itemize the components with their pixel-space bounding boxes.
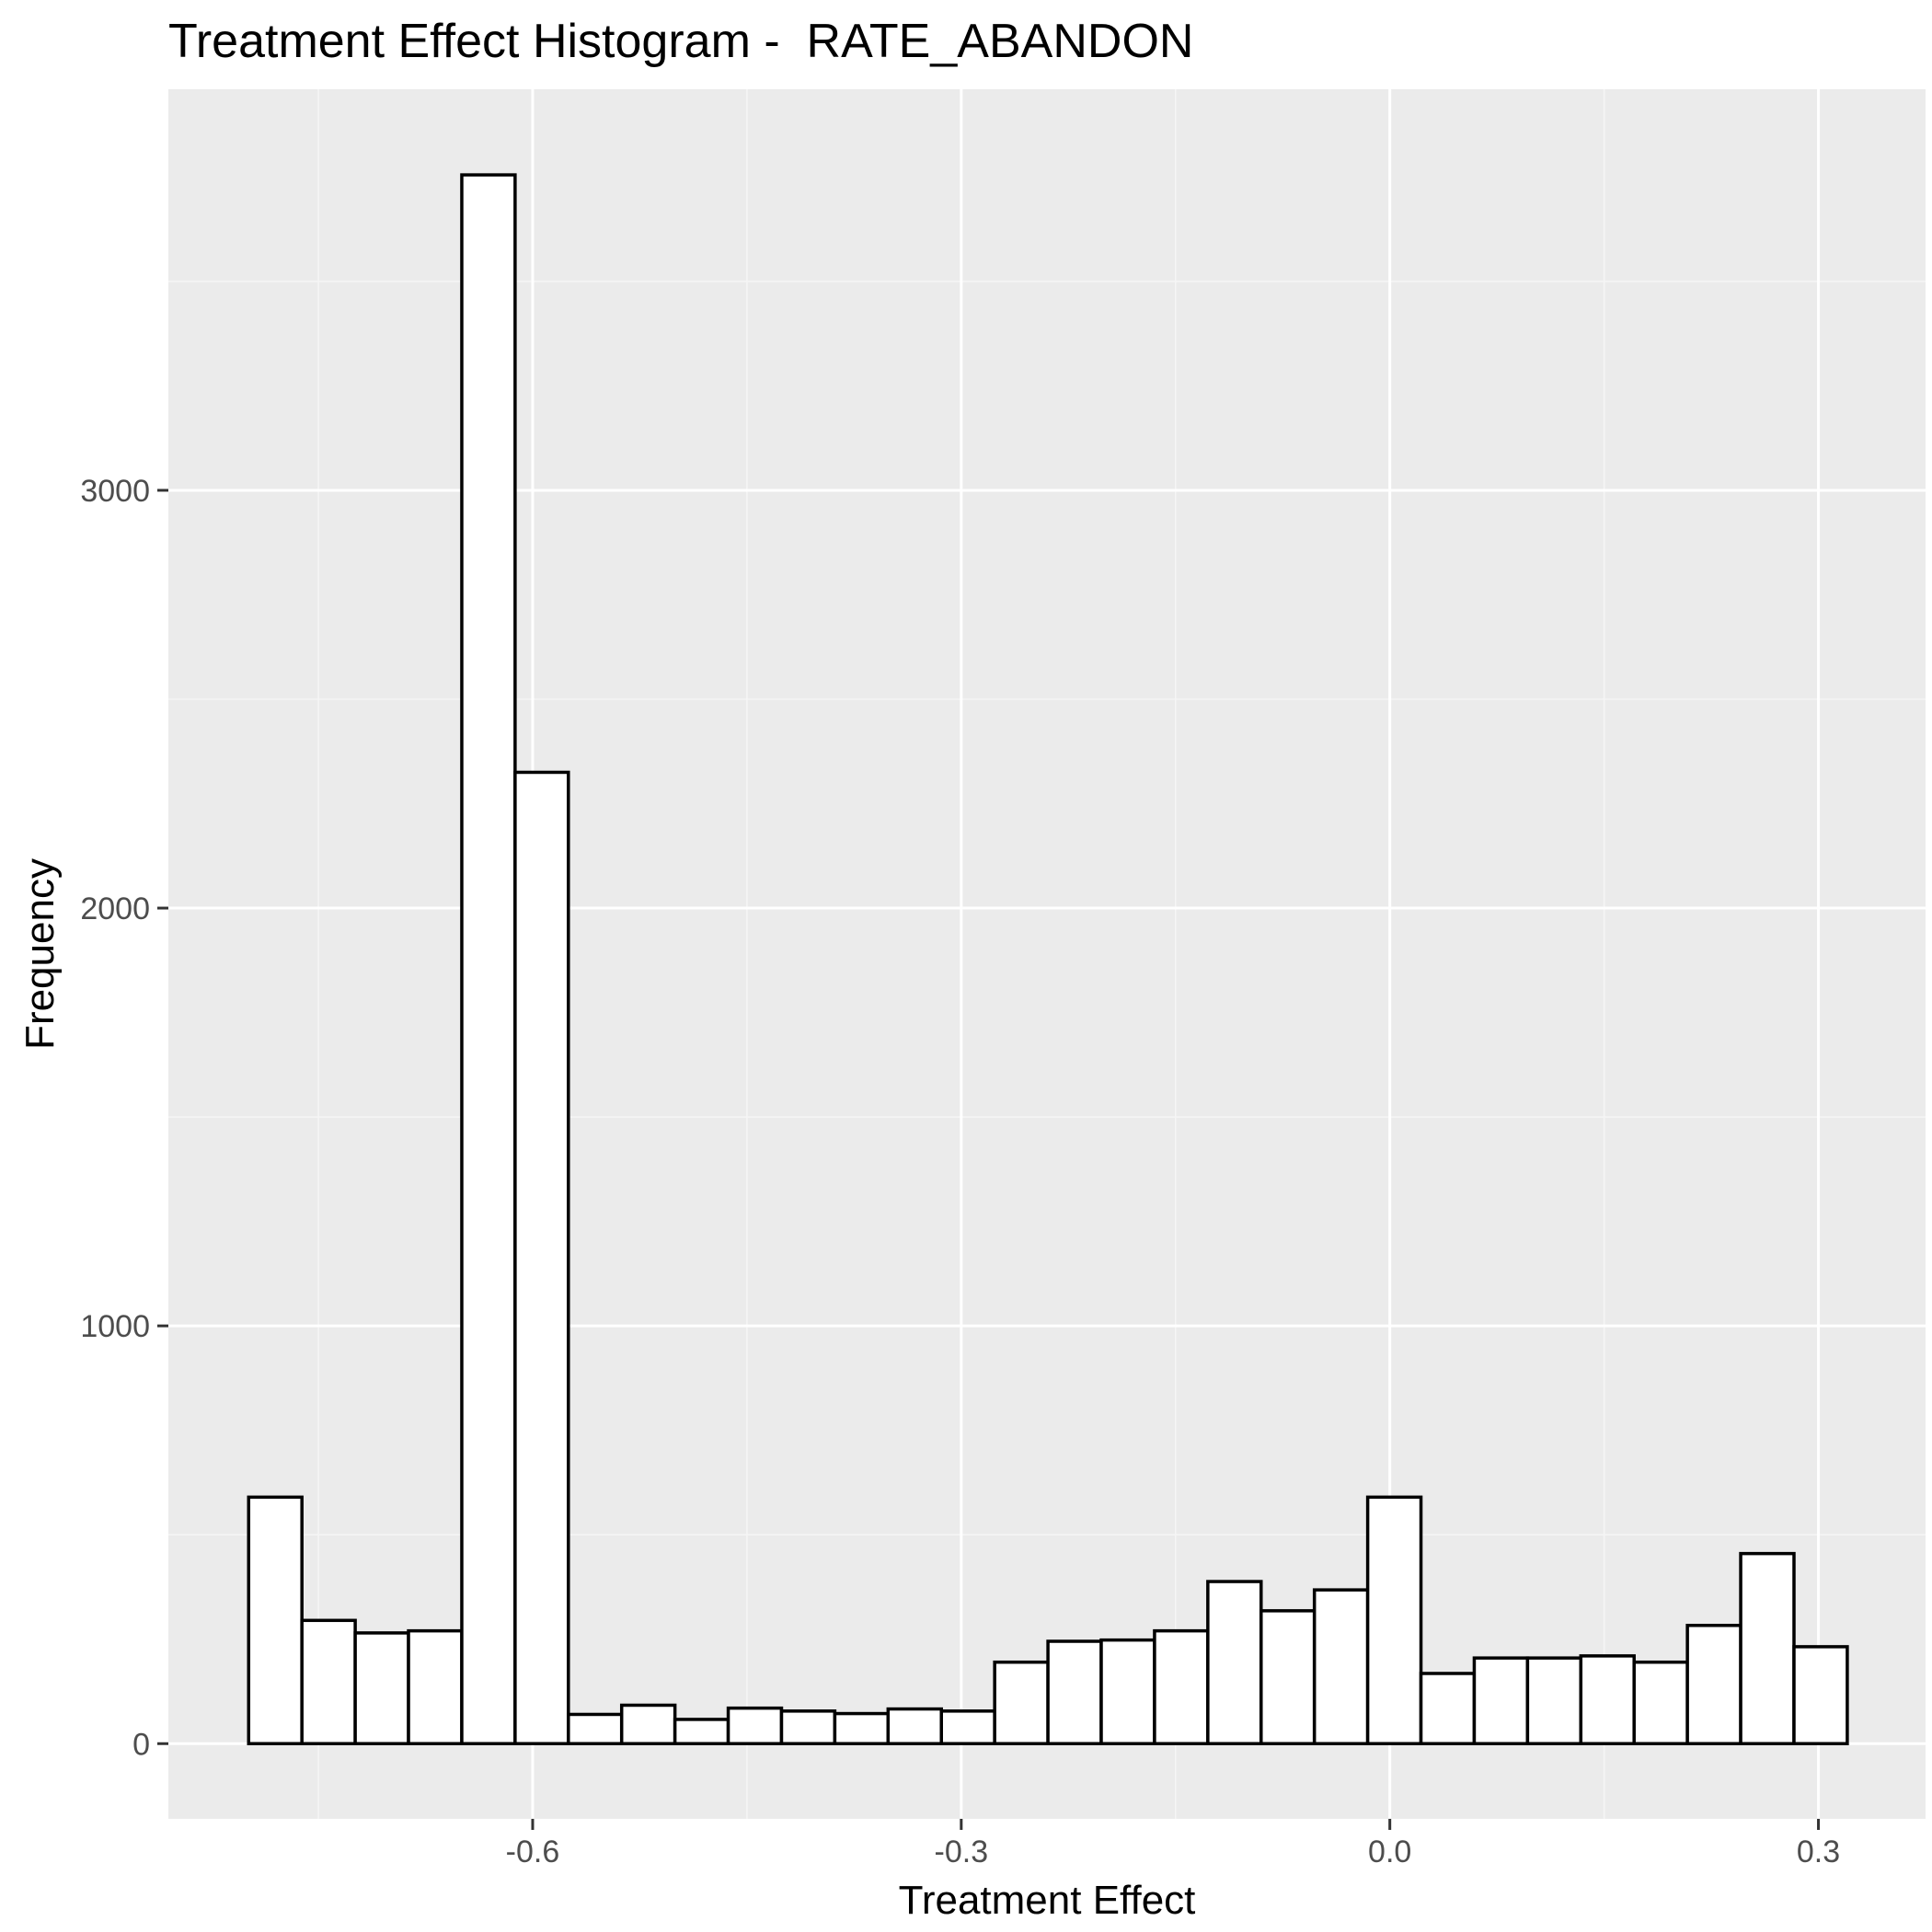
histogram-bar <box>1525 1656 1583 1746</box>
histogram-bar <box>353 1631 410 1746</box>
y-tick-label: 1000 <box>80 1309 150 1344</box>
y-axis-title: Frequency <box>17 858 63 1050</box>
y-tick-label: 0 <box>132 1727 150 1762</box>
histogram-bar <box>726 1706 784 1746</box>
histogram-bar <box>1312 1588 1370 1746</box>
histogram-bar <box>1685 1623 1742 1746</box>
histogram-bar <box>779 1709 837 1746</box>
histogram-bar <box>300 1618 357 1746</box>
x-axis: -0.6 -0.3 0.0 0.3 <box>506 1819 1840 1869</box>
histogram-bar <box>460 173 517 1746</box>
histogram-bar <box>1472 1656 1530 1746</box>
histogram-bar <box>1153 1628 1210 1746</box>
histogram-bar <box>1632 1660 1689 1746</box>
histogram-bar <box>886 1707 943 1746</box>
histogram-bar <box>247 1495 304 1746</box>
y-tick-label: 3000 <box>80 474 150 509</box>
histogram-bar <box>673 1718 730 1746</box>
histogram-bar <box>513 770 570 1746</box>
histogram-bar <box>619 1703 677 1746</box>
histogram-bar <box>1739 1551 1796 1746</box>
histogram-bar <box>1099 1638 1156 1746</box>
x-tick-label: 0.3 <box>1797 1834 1840 1869</box>
x-tick-label: -0.3 <box>935 1834 989 1869</box>
x-axis-title: Treatment Effect <box>899 1878 1196 1923</box>
x-tick-label: 0.0 <box>1368 1834 1411 1869</box>
histogram-bar <box>1419 1672 1477 1746</box>
chart-title: Treatment Effect Histogram - RATE_ABANDO… <box>168 15 1193 68</box>
histogram-bar <box>1206 1580 1263 1746</box>
histogram-bar <box>993 1660 1050 1746</box>
histogram-bar <box>833 1711 891 1746</box>
histogram-bar <box>1046 1639 1103 1746</box>
histogram-bar <box>407 1628 464 1746</box>
histogram-bar <box>567 1712 624 1746</box>
histogram-bar <box>939 1709 996 1746</box>
x-tick-label: -0.6 <box>506 1834 560 1869</box>
histogram-bar <box>1579 1654 1636 1746</box>
histogram-bar <box>1792 1645 1849 1746</box>
histogram-bar <box>1259 1609 1317 1746</box>
plot-panel <box>168 89 1926 1819</box>
y-tick-label: 2000 <box>80 891 150 926</box>
histogram-bar <box>1365 1495 1423 1746</box>
y-axis: 0 1000 2000 3000 <box>80 474 168 1762</box>
histogram-bars <box>247 173 1849 1746</box>
